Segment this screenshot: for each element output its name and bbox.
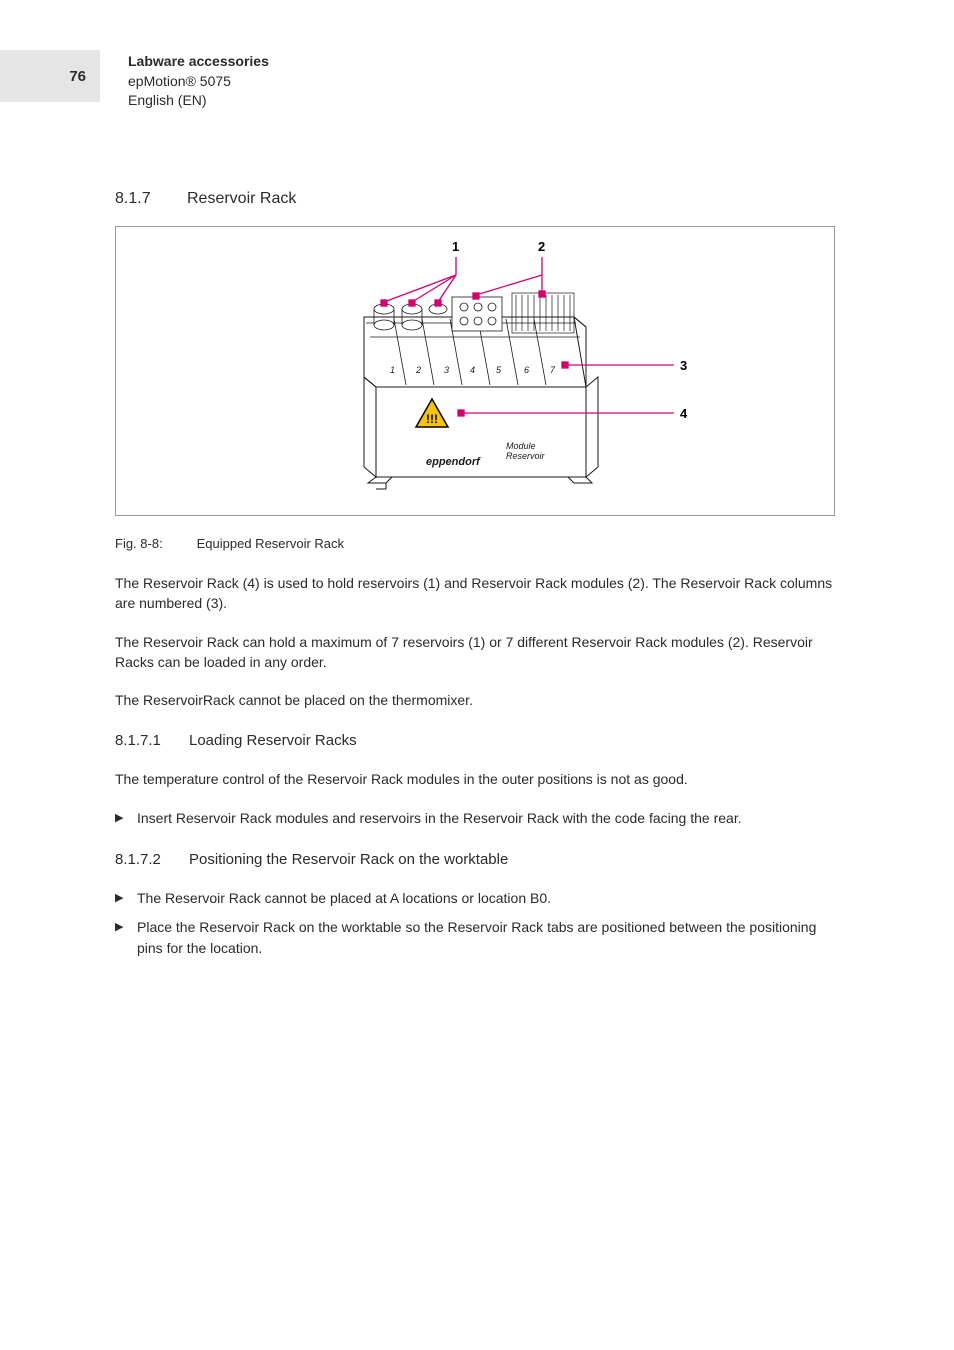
bullet-text: Place the Reservoir Rack on the worktabl… bbox=[137, 917, 845, 959]
subsection-1-title: Loading Reservoir Racks bbox=[189, 732, 357, 749]
brand-text: eppendorf bbox=[426, 456, 481, 468]
page-number: 76 bbox=[69, 68, 86, 85]
section-title: Reservoir Rack bbox=[187, 190, 296, 208]
bullet-icon: ▶ bbox=[115, 808, 125, 829]
bullet-icon: ▶ bbox=[115, 917, 125, 959]
bullet-icon: ▶ bbox=[115, 888, 125, 909]
figure-caption-text: Equipped Reservoir Rack bbox=[197, 536, 344, 551]
svg-text:2: 2 bbox=[538, 239, 545, 254]
paragraph-1: The Reservoir Rack (4) is used to hold r… bbox=[115, 573, 845, 614]
svg-text:4: 4 bbox=[680, 406, 688, 421]
svg-text:Reservoir: Reservoir bbox=[506, 451, 546, 461]
page-number-tab: 76 bbox=[0, 50, 100, 102]
svg-text:4: 4 bbox=[470, 365, 475, 375]
bullet-text: The Reservoir Rack cannot be placed at A… bbox=[137, 888, 551, 909]
subsection-2-title: Positioning the Reservoir Rack on the wo… bbox=[189, 851, 508, 868]
list-item: ▶ Place the Reservoir Rack on the workta… bbox=[115, 917, 845, 959]
paragraph-2: The Reservoir Rack can hold a maximum of… bbox=[115, 632, 845, 673]
page-header: Labware accessories epMotion® 5075 Engli… bbox=[128, 52, 269, 111]
subsection-1-number: 8.1.7.1 bbox=[115, 732, 171, 749]
section-heading: 8.1.7 Reservoir Rack bbox=[115, 190, 845, 208]
list-item: ▶ The Reservoir Rack cannot be placed at… bbox=[115, 888, 845, 909]
section-number: 8.1.7 bbox=[115, 190, 165, 208]
figure-box: 1 2 3 4 5 6 7 bbox=[115, 226, 835, 516]
svg-text:1: 1 bbox=[390, 365, 395, 375]
subsection-2-number: 8.1.7.2 bbox=[115, 851, 171, 868]
bullet-text: Insert Reservoir Rack modules and reserv… bbox=[137, 808, 742, 829]
page-content: 8.1.7 Reservoir Rack bbox=[115, 190, 845, 967]
svg-text:6: 6 bbox=[524, 365, 529, 375]
subsection-1-body: The temperature control of the Reservoir… bbox=[115, 769, 845, 789]
figure-number: Fig. 8-8: bbox=[115, 536, 193, 551]
figure-caption: Fig. 8-8: Equipped Reservoir Rack bbox=[115, 536, 845, 551]
svg-text:Module: Module bbox=[506, 441, 536, 451]
paragraph-3: The ReservoirRack cannot be placed on th… bbox=[115, 690, 845, 710]
header-line-2: epMotion® 5075 bbox=[128, 72, 269, 92]
svg-text:3: 3 bbox=[444, 365, 449, 375]
svg-text:1: 1 bbox=[452, 239, 459, 254]
header-line-1: Labware accessories bbox=[128, 52, 269, 72]
svg-text:2: 2 bbox=[415, 365, 421, 375]
subsection-2-heading: 8.1.7.2 Positioning the Reservoir Rack o… bbox=[115, 851, 845, 868]
list-item: ▶ Insert Reservoir Rack modules and rese… bbox=[115, 808, 845, 829]
header-line-3: English (EN) bbox=[128, 91, 269, 111]
svg-text:3: 3 bbox=[680, 358, 687, 373]
svg-text:!!!: !!! bbox=[426, 412, 438, 426]
reservoir-rack-diagram: 1 2 3 4 5 6 7 bbox=[116, 227, 836, 517]
subsection-1-heading: 8.1.7.1 Loading Reservoir Racks bbox=[115, 732, 845, 749]
